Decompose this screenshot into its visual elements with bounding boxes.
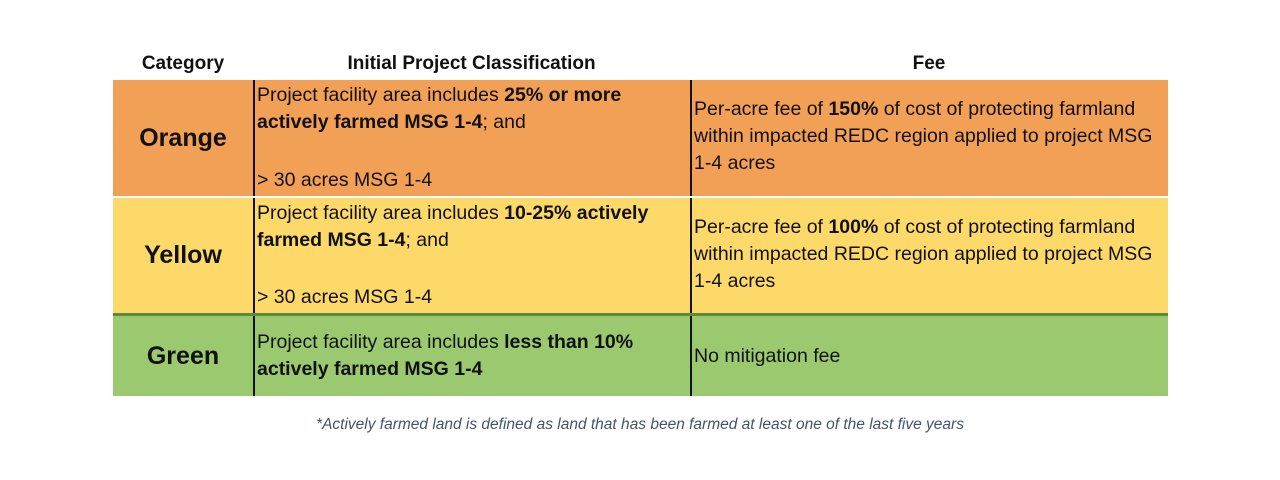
fee-pre-orange: Per-acre fee of	[694, 98, 829, 120]
initial-classification-green: Project facility area includes less than…	[253, 316, 690, 396]
header-category: Category	[141, 53, 225, 74]
footnote: *Actively farmed land is defined as land…	[316, 416, 964, 433]
header-initial-classification: Initial Project Classification	[347, 53, 596, 74]
initial-bold-green: less than 10% actively farmed MSG 1-4	[257, 331, 634, 380]
fee-pre-yellow: Per-acre fee of	[694, 216, 829, 238]
category-green: Green	[146, 341, 220, 370]
fee-table: Category Initial Project Classification …	[113, 48, 1168, 396]
category-yellow: Yellow	[144, 241, 222, 269]
category-orange: Orange	[139, 123, 227, 152]
initial-post-yellow: ; and	[405, 229, 449, 251]
initial-bold-orange: 25% or more actively farmed MSG 1-4	[257, 84, 622, 133]
header-row: Category Initial Project Classification …	[113, 48, 1168, 80]
initial-acres-yellow: > 30 acres MSG 1-4	[257, 286, 433, 308]
initial-text-yellow: Project facility area includes 10-25% ac…	[257, 200, 686, 254]
initial-bold-yellow: 10-25% actively farmed MSG 1-4	[257, 202, 649, 251]
fee-bold-orange: 150%	[828, 98, 879, 120]
row-green: Green Project facility area includes les…	[113, 313, 1168, 396]
initial-acres-orange: > 30 acres MSG 1-4	[257, 169, 433, 191]
fee-bold-yellow: 100%	[828, 216, 879, 238]
initial-pre-orange: Project facility area includes	[257, 84, 505, 106]
initial-classification-yellow: Project facility area includes 10-25% ac…	[253, 198, 690, 313]
initial-post-orange: ; and	[482, 111, 526, 133]
fee-post-orange: of cost of protecting farmland within im…	[694, 98, 1153, 174]
fee-yellow: Per-acre fee of 100% of cost of protecti…	[690, 198, 1168, 313]
fee-orange: Per-acre fee of 150% of cost of protecti…	[690, 80, 1168, 196]
initial-text-green: Project facility area includes less than…	[257, 329, 686, 383]
initial-pre-yellow: Project facility area includes	[257, 202, 505, 224]
row-orange: Orange Project facility area includes 25…	[113, 80, 1168, 196]
initial-classification-orange: Project facility area includes 25% or mo…	[253, 80, 690, 196]
fee-green: No mitigation fee	[690, 316, 1168, 396]
initial-text-orange: Project facility area includes 25% or mo…	[257, 82, 686, 136]
header-fee: Fee	[912, 53, 946, 74]
initial-pre-green: Project facility area includes	[257, 331, 505, 353]
fee-post-yellow: of cost of protecting farmland within im…	[694, 216, 1153, 292]
row-yellow: Yellow Project facility area includes 10…	[113, 196, 1168, 313]
